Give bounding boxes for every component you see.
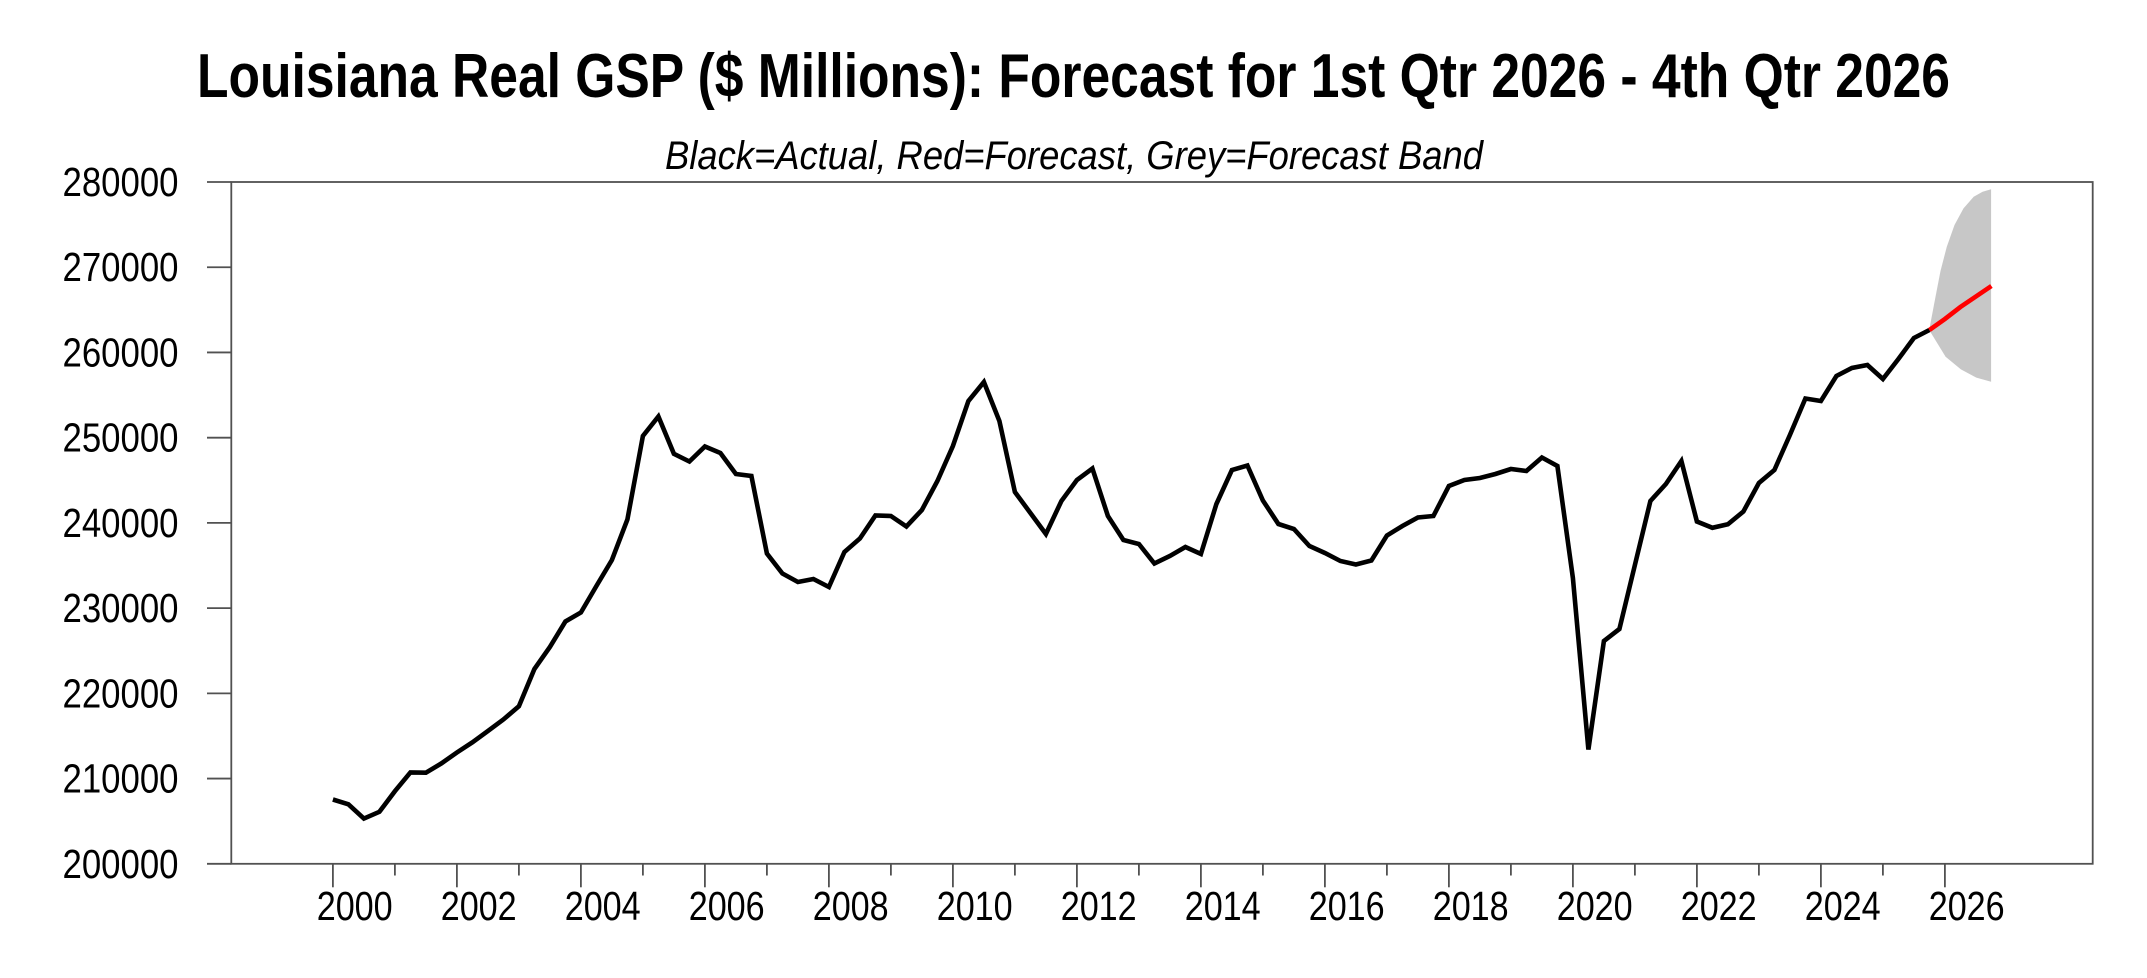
svg-text:260000: 260000 <box>63 329 179 375</box>
svg-text:2010: 2010 <box>937 883 1013 929</box>
svg-text:2016: 2016 <box>1309 883 1385 929</box>
svg-text:2026: 2026 <box>1929 883 2005 929</box>
svg-text:220000: 220000 <box>63 670 179 716</box>
svg-text:2004: 2004 <box>565 883 641 929</box>
svg-text:210000: 210000 <box>63 756 179 802</box>
svg-text:2002: 2002 <box>441 883 517 929</box>
svg-text:2008: 2008 <box>813 883 889 929</box>
svg-text:200000: 200000 <box>63 841 179 887</box>
svg-text:230000: 230000 <box>63 585 179 631</box>
svg-text:280000: 280000 <box>63 159 179 205</box>
svg-text:2020: 2020 <box>1557 883 1633 929</box>
svg-text:2012: 2012 <box>1061 883 1137 929</box>
svg-text:2024: 2024 <box>1805 883 1881 929</box>
svg-text:250000: 250000 <box>63 415 179 461</box>
svg-text:2022: 2022 <box>1681 883 1757 929</box>
svg-text:2014: 2014 <box>1185 883 1261 929</box>
svg-text:2018: 2018 <box>1433 883 1509 929</box>
svg-text:Louisiana Real GSP ($ Millions: Louisiana Real GSP ($ Millions): Forecas… <box>197 42 1950 111</box>
svg-text:Black=Actual, Red=Forecast, Gr: Black=Actual, Red=Forecast, Grey=Forecas… <box>665 134 1485 178</box>
svg-text:2006: 2006 <box>689 883 765 929</box>
svg-text:240000: 240000 <box>63 500 179 546</box>
svg-text:270000: 270000 <box>63 244 179 290</box>
svg-text:2000: 2000 <box>317 883 393 929</box>
